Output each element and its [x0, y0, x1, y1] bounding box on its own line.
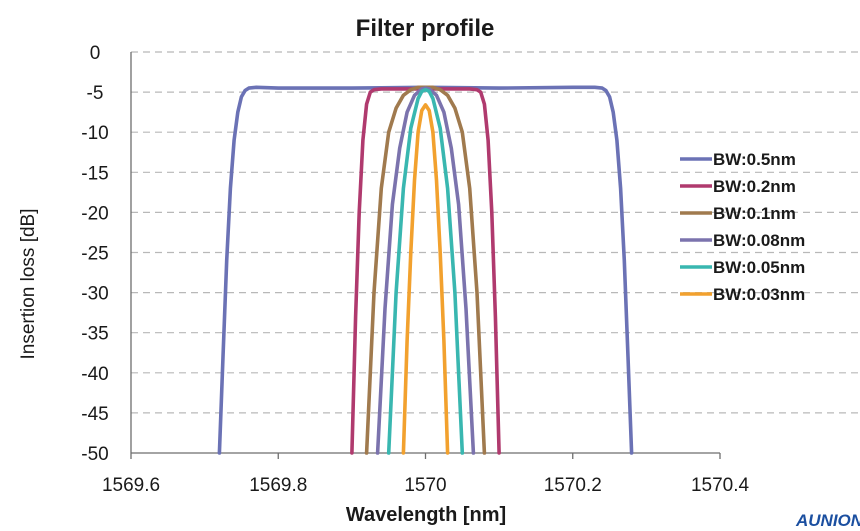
y-axis-ticks: 0 -5 -10 -15 -20 -25 -30 -35 -40 -45 -50: [81, 43, 108, 465]
legend-label: BW:0.05nm: [713, 258, 805, 277]
legend-label: BW:0.2nm: [713, 177, 796, 196]
series-line-bw-0-05nm: [386, 87, 465, 455]
legend-label: BW:0.5nm: [713, 150, 796, 169]
series-line-bw-0-03nm: [401, 103, 450, 455]
y-tick-label: -50: [81, 444, 108, 465]
x-tick-label: 1569.8: [249, 475, 307, 496]
y-tick-label: -25: [81, 244, 108, 265]
series-lines: [217, 85, 634, 455]
x-tick-label: 1570.4: [691, 475, 750, 496]
legend: BW:0.5nm BW:0.2nm BW:0.1nm BW:0.08nm BW:0.05…: [680, 150, 805, 304]
y-tick-label: -15: [81, 163, 108, 184]
x-tick-label: 1570: [404, 475, 446, 496]
legend-label: BW:0.08nm: [713, 231, 805, 250]
x-axis-label: Wavelength [nm]: [346, 504, 506, 526]
x-tick-label: 1569.6: [102, 475, 160, 496]
y-tick-label: -10: [81, 123, 108, 144]
y-tick-label: 0: [90, 43, 101, 64]
x-tick-label: 1570.2: [544, 475, 602, 496]
y-axis-label: Insertion loss [dB]: [18, 208, 39, 359]
y-tick-label: -5: [87, 83, 104, 104]
legend-label: BW:0.1nm: [713, 204, 796, 223]
series-line-bw-0-5nm: [217, 85, 634, 455]
y-tick-label: -20: [81, 203, 108, 224]
series-line-bw-0-1nm: [364, 85, 487, 455]
legend-label: BW:0.03nm: [713, 285, 805, 304]
company-logo: AUNION: [795, 511, 860, 530]
y-tick-label: -30: [81, 284, 108, 305]
x-axis-ticks: 1569.6 1569.8 1570 1570.2 1570.4: [102, 453, 750, 496]
y-tick-label: -35: [81, 324, 108, 345]
y-tick-label: -40: [81, 364, 108, 385]
chart-title: Filter profile: [356, 15, 495, 42]
y-tick-label: -45: [81, 404, 108, 425]
